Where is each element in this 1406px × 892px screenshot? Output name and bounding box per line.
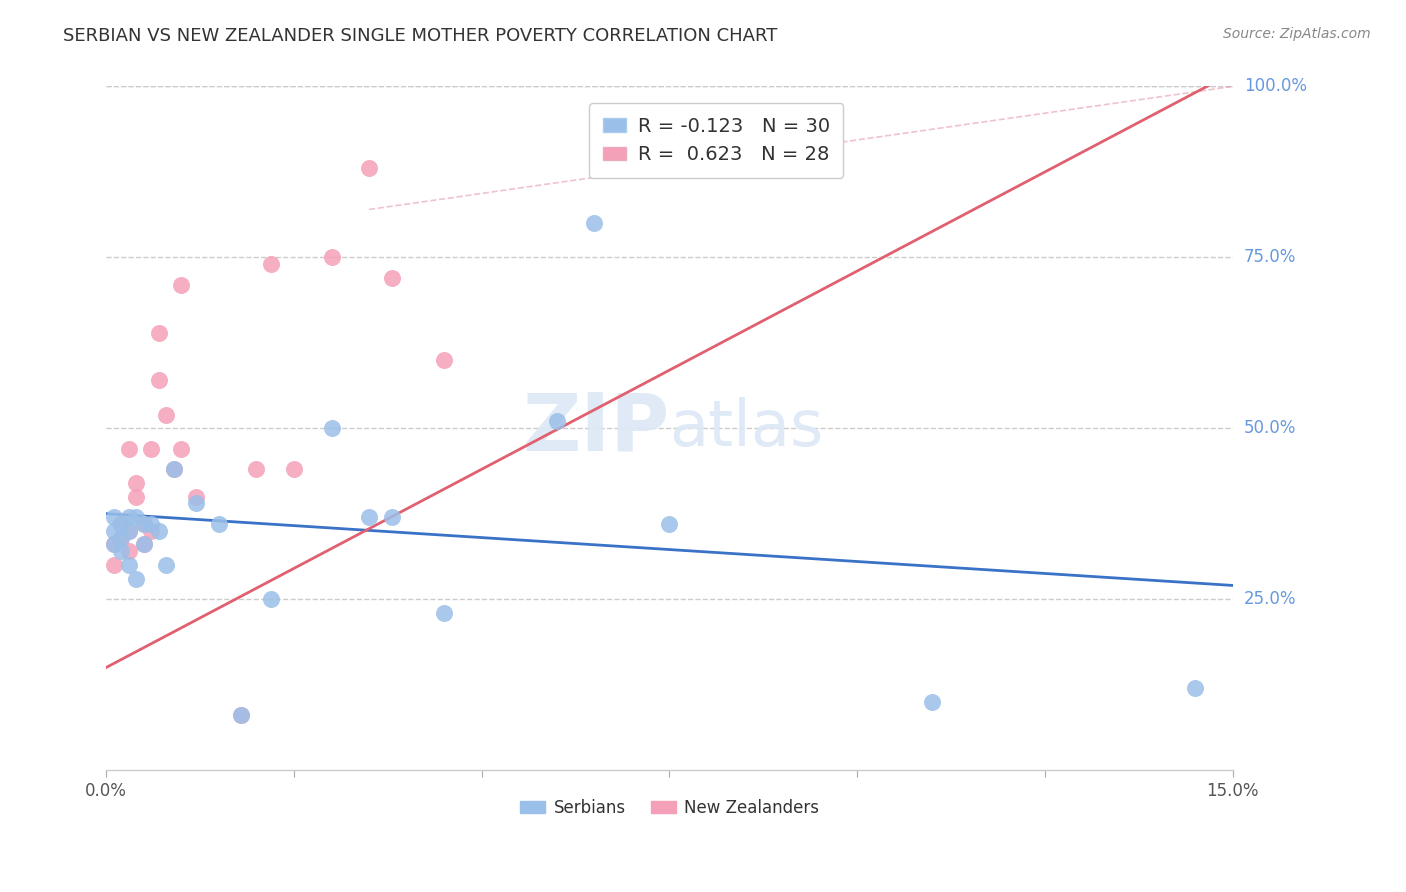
Point (186, 496, 208, 510)
Text: SERBIAN VS NEW ZEALANDER SINGLE MOTHER POVERTY CORRELATION CHART: SERBIAN VS NEW ZEALANDER SINGLE MOTHER P… (63, 27, 778, 45)
Text: Source: ZipAtlas.com: Source: ZipAtlas.com (1223, 27, 1371, 41)
Point (148, 524, 170, 538)
Point (260, 592, 283, 607)
Point (1184, 681, 1206, 695)
Point (118, 524, 141, 538)
Point (170, 277, 193, 292)
Point (170, 442, 193, 456)
Point (208, 516, 231, 531)
Point (260, 257, 283, 271)
Point (658, 516, 681, 531)
Point (125, 572, 148, 586)
Point (163, 462, 186, 476)
Point (118, 442, 141, 456)
Point (118, 544, 141, 558)
Point (359, 510, 381, 524)
Point (132, 537, 155, 551)
Point (103, 524, 125, 538)
Point (110, 531, 132, 545)
Point (118, 558, 141, 572)
Point (231, 708, 253, 723)
Point (186, 490, 208, 504)
Point (125, 510, 148, 524)
Point (141, 516, 163, 531)
Point (546, 414, 568, 428)
Point (125, 475, 148, 490)
Point (110, 516, 132, 531)
Point (321, 421, 343, 435)
Point (110, 544, 132, 558)
Point (283, 462, 305, 476)
Point (148, 326, 170, 340)
Point (583, 216, 606, 230)
Text: atlas: atlas (669, 397, 824, 459)
Point (359, 161, 381, 176)
Point (433, 606, 456, 620)
Point (155, 558, 177, 572)
Point (103, 537, 125, 551)
Point (103, 558, 125, 572)
Point (110, 531, 132, 545)
Point (118, 524, 141, 538)
Point (141, 442, 163, 456)
Point (103, 510, 125, 524)
Point (141, 524, 163, 538)
Point (132, 516, 155, 531)
Point (321, 250, 343, 264)
Text: ZIP: ZIP (522, 389, 669, 467)
Point (103, 537, 125, 551)
Point (110, 516, 132, 531)
Point (125, 490, 148, 504)
Point (132, 516, 155, 531)
Point (132, 537, 155, 551)
Text: 75.0%: 75.0% (1244, 248, 1296, 267)
Point (433, 352, 456, 367)
Point (118, 510, 141, 524)
Point (245, 462, 267, 476)
Legend: Serbians, New Zealanders: Serbians, New Zealanders (513, 792, 825, 823)
Point (381, 270, 404, 285)
Point (155, 408, 177, 422)
Text: 100.0%: 100.0% (1244, 78, 1308, 95)
Point (231, 708, 253, 723)
Point (148, 373, 170, 387)
Text: 25.0%: 25.0% (1244, 591, 1296, 608)
Text: 50.0%: 50.0% (1244, 419, 1296, 437)
Point (921, 695, 943, 709)
Point (163, 462, 186, 476)
Point (381, 510, 404, 524)
